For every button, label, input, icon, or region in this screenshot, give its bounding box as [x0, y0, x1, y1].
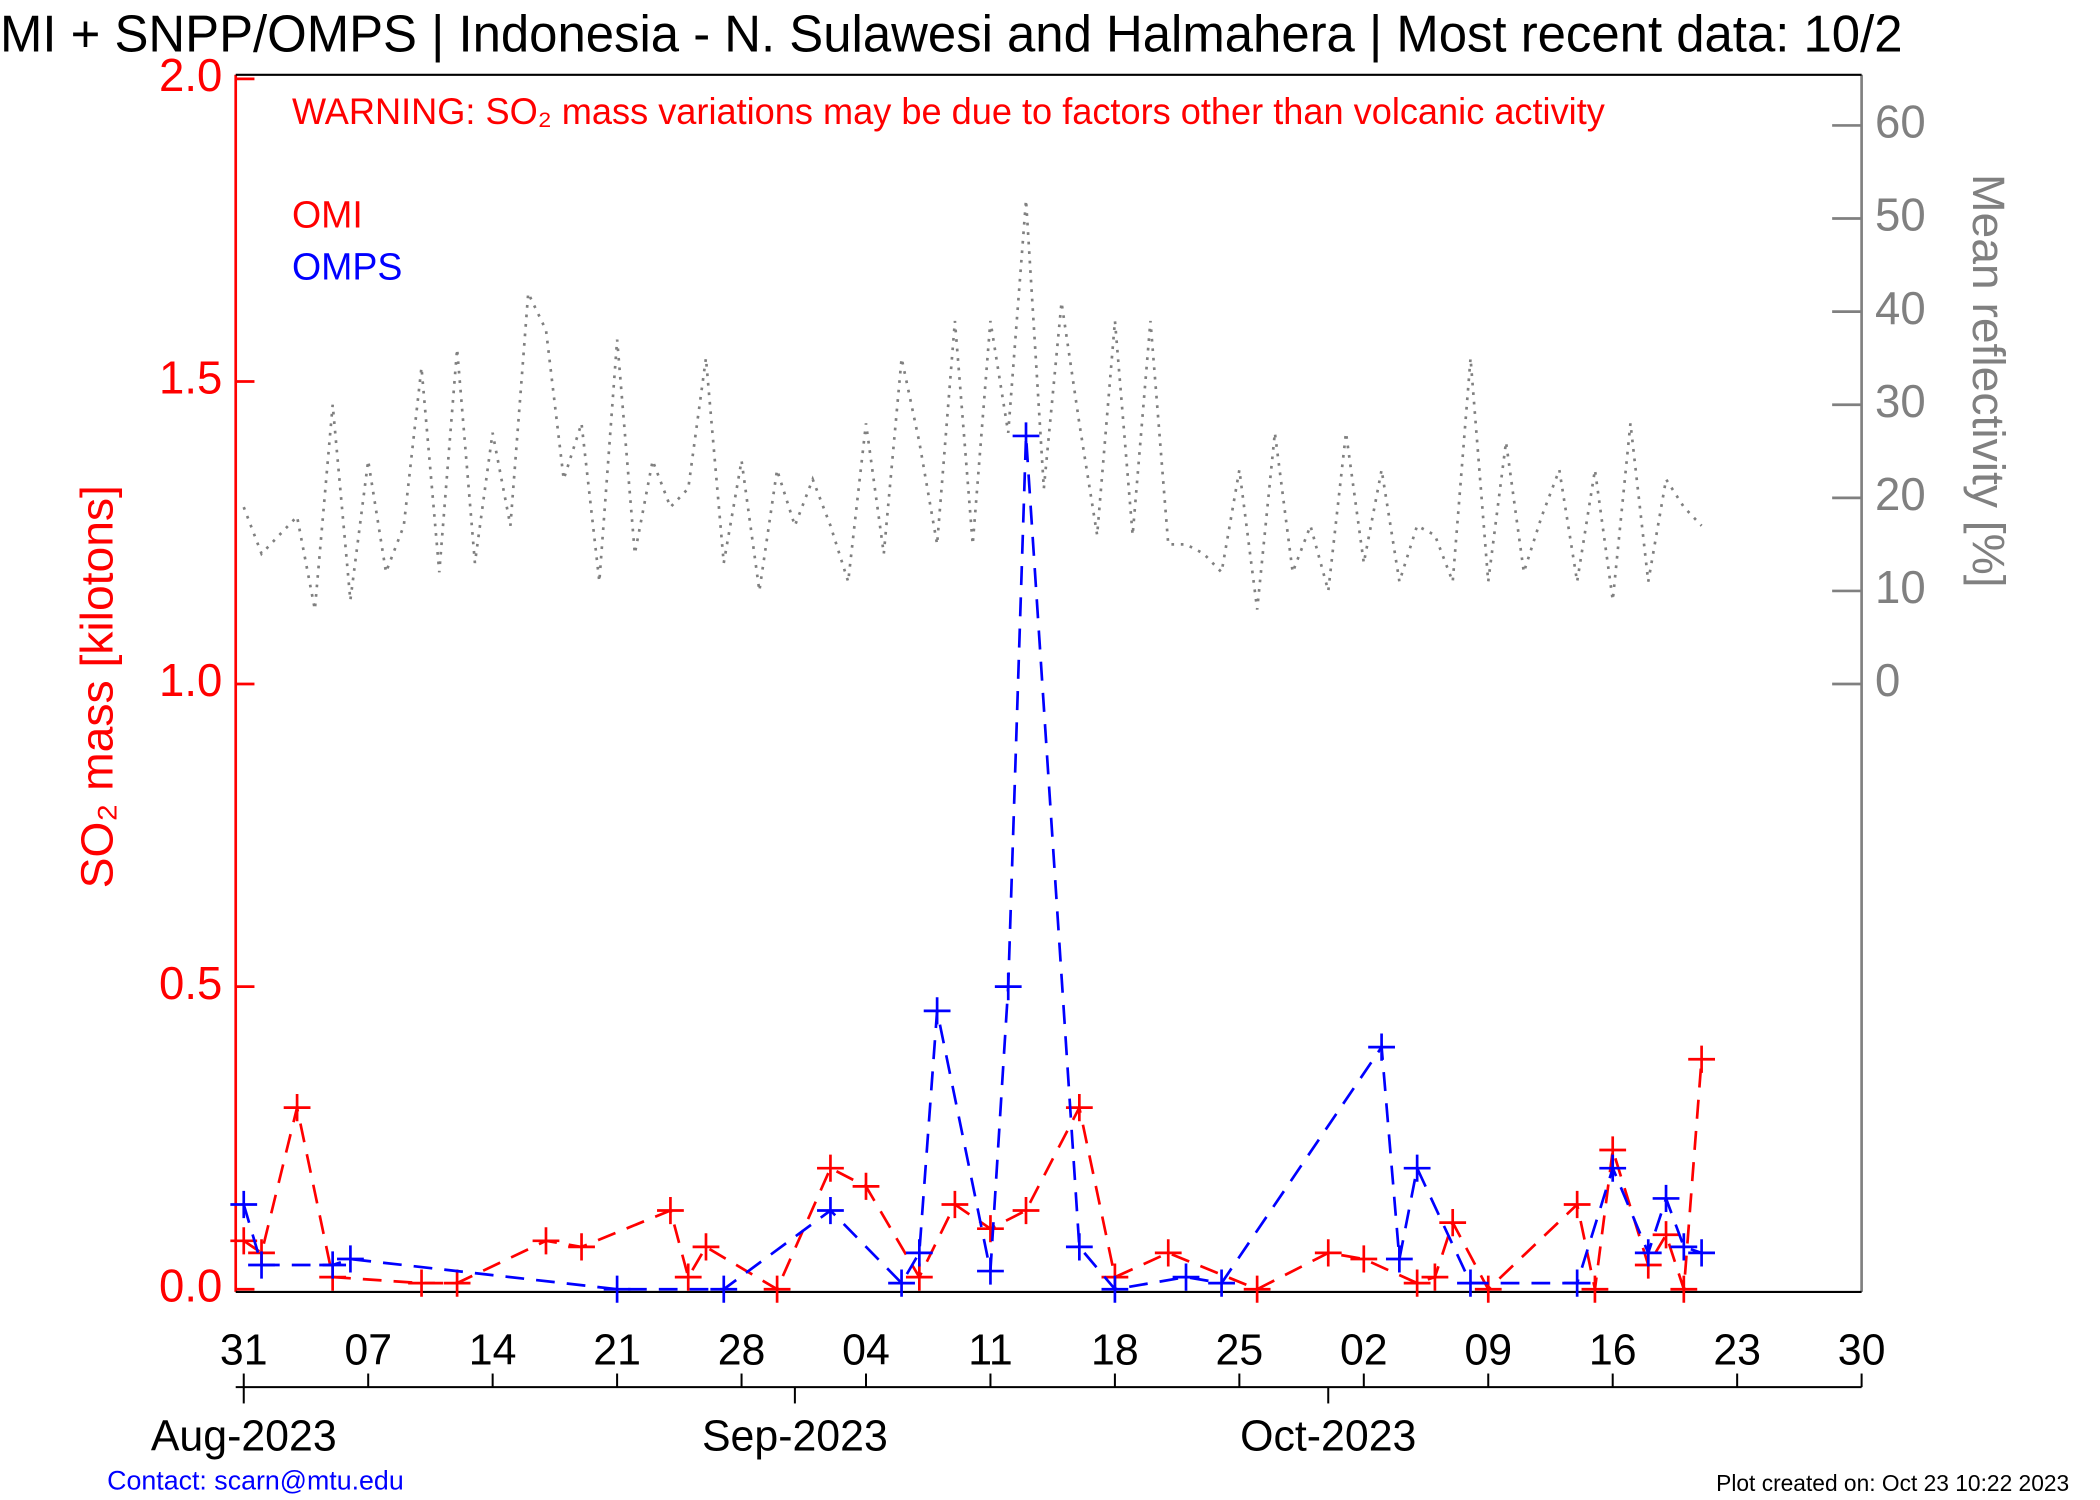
point-marker	[1563, 1190, 1591, 1219]
point-marker	[710, 1275, 738, 1303]
point-marker	[1101, 1275, 1129, 1303]
x-tick-label: 31	[220, 1326, 268, 1374]
point-marker	[852, 1172, 880, 1200]
point-marker	[923, 997, 951, 1025]
point-marker	[568, 1233, 595, 1261]
point-marker	[763, 1275, 791, 1303]
point-marker	[337, 1245, 364, 1273]
x-tick-label: 18	[1091, 1326, 1139, 1374]
warning-annotation: WARNING: SO₂ mass variations may be due …	[292, 91, 1606, 132]
point-marker	[1688, 1045, 1715, 1073]
point-marker	[1403, 1269, 1431, 1297]
x-tick-label: 25	[1216, 1326, 1264, 1374]
x-tick-label: 11	[968, 1326, 1012, 1374]
point-marker	[1421, 1263, 1449, 1291]
x-tick-label: 16	[1589, 1326, 1637, 1374]
x-tick-label: 02	[1340, 1326, 1388, 1374]
series-line	[243, 1059, 1703, 1292]
point-marker	[1368, 1033, 1395, 1061]
footer-created: Plot created on: Oct 23 10:22 2023	[1716, 1470, 2069, 1496]
point-marker	[230, 1190, 258, 1219]
point-marker	[905, 1263, 933, 1291]
series-line	[242, 435, 1702, 1291]
point-marker	[1457, 1269, 1484, 1297]
y2-tick-label: 50	[1875, 188, 1926, 240]
point-marker	[1652, 1184, 1680, 1213]
point-marker	[905, 1239, 933, 1267]
x-tick-label: 09	[1464, 1326, 1512, 1374]
legend-entry: OMPS	[292, 246, 402, 288]
point-marker	[1563, 1269, 1591, 1297]
point-marker	[1350, 1245, 1378, 1273]
point-marker	[1652, 1221, 1680, 1249]
y2-tick-label: 30	[1875, 375, 1926, 427]
point-marker	[1012, 422, 1040, 450]
y-tick-label: 2.0	[159, 49, 222, 101]
y-tick-label: 1.0	[159, 654, 222, 706]
point-marker	[1172, 1263, 1200, 1291]
point-marker	[443, 1269, 471, 1297]
point-marker	[674, 1263, 702, 1291]
point-marker	[1670, 1275, 1698, 1303]
point-marker	[817, 1154, 844, 1182]
point-marker	[1012, 1196, 1040, 1225]
y2-axis-label: Mean reflectivity [%]	[1963, 174, 2015, 588]
x-tick-label: 28	[718, 1326, 766, 1374]
point-marker	[603, 1275, 631, 1303]
point-marker	[319, 1251, 347, 1279]
point-marker	[230, 1227, 258, 1255]
y-tick-label: 1.5	[159, 351, 222, 403]
y2-tick-label: 10	[1875, 561, 1926, 613]
point-marker	[1385, 1245, 1413, 1273]
y2-tick-label: 0	[1875, 654, 1900, 706]
point-marker	[1634, 1239, 1662, 1267]
point-marker	[1208, 1269, 1235, 1297]
x-tick-label: 30	[1838, 1326, 1886, 1374]
point-marker	[888, 1269, 915, 1297]
point-marker	[1599, 1154, 1627, 1182]
point-marker	[977, 1215, 1004, 1243]
point-marker	[1403, 1154, 1431, 1182]
month-label: Aug-2023	[151, 1412, 337, 1460]
point-marker	[1670, 1233, 1698, 1261]
point-marker	[1314, 1239, 1342, 1267]
chart-title: MI + SNPP/OMPS | Indonesia - N. Sulawesi…	[0, 5, 1903, 62]
y-tick-label: 0.5	[159, 957, 222, 1009]
y-axis-label: SO₂ mass [kilotons]	[71, 485, 123, 888]
point-marker	[283, 1094, 311, 1122]
point-marker	[994, 973, 1022, 1001]
x-tick-label: 04	[842, 1326, 890, 1374]
point-marker	[657, 1196, 684, 1225]
point-marker	[248, 1251, 275, 1279]
point-marker	[941, 1190, 969, 1219]
point-marker	[692, 1233, 720, 1261]
point-marker	[532, 1227, 560, 1255]
y2-tick-label: 40	[1875, 282, 1926, 334]
point-marker	[1154, 1239, 1182, 1267]
y2-tick-label: 20	[1875, 468, 1926, 520]
point-marker	[977, 1257, 1004, 1285]
point-marker	[1688, 1239, 1715, 1267]
point-marker	[1439, 1209, 1467, 1237]
footer-contact: Contact: scarn@mtu.edu	[107, 1465, 404, 1495]
x-tick-label: 23	[1713, 1326, 1761, 1374]
x-tick-label: 14	[469, 1326, 517, 1374]
point-marker	[1243, 1275, 1271, 1303]
point-marker	[817, 1196, 844, 1225]
legend-entry: OMI	[292, 194, 363, 236]
point-marker	[1581, 1275, 1609, 1303]
x-tick-label: 21	[593, 1326, 641, 1374]
x-tick-label: 07	[344, 1326, 392, 1374]
y2-tick-label: 60	[1875, 95, 1926, 147]
month-label: Oct-2023	[1240, 1412, 1416, 1460]
point-marker	[1065, 1233, 1093, 1261]
point-marker	[1474, 1275, 1502, 1303]
point-marker	[408, 1269, 435, 1297]
y-tick-label: 0.0	[159, 1259, 222, 1311]
month-label: Sep-2023	[702, 1412, 888, 1460]
